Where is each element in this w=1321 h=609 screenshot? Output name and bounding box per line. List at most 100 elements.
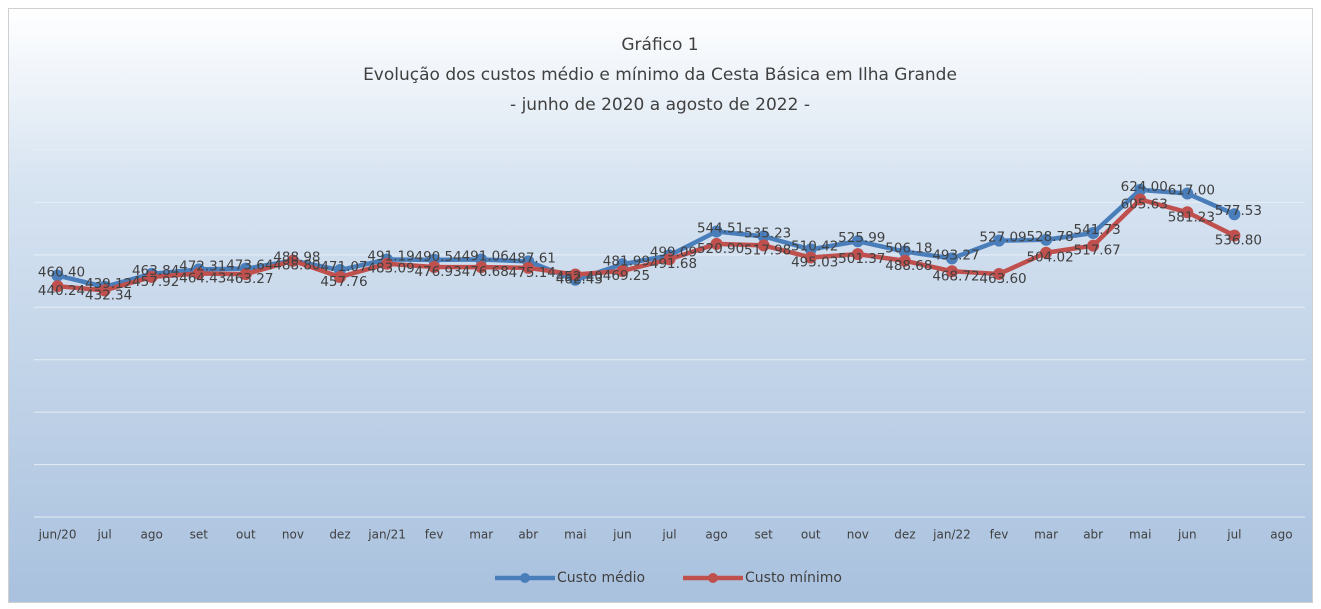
x-tick-label: jan/22 [932, 528, 971, 542]
legend-label: Custo médio [557, 570, 645, 586]
data-label: 471.07 [320, 259, 367, 275]
x-tick-label: abr [1083, 528, 1103, 542]
data-label: 499.09 [650, 244, 697, 260]
point [1181, 206, 1194, 219]
point [1087, 226, 1100, 239]
data-label: 535.23 [744, 225, 791, 241]
point [1087, 239, 1100, 252]
x-tick-label: mar [1034, 528, 1058, 542]
data-label: 483.09 [367, 261, 414, 277]
x-tick-label: nov [847, 528, 869, 542]
x-tick-label: set [754, 528, 773, 542]
point [51, 269, 64, 282]
data-label: 469.25 [603, 268, 650, 284]
x-tick-label: jun/20 [38, 528, 77, 542]
data-label: 504.02 [1026, 250, 1073, 266]
data-label: 501.37 [838, 251, 885, 267]
data-label: 544.51 [697, 221, 744, 237]
x-tick-label: set [190, 528, 209, 542]
x-tick-label: jul [1226, 528, 1241, 542]
x-tick-label: dez [894, 528, 915, 542]
data-label: 624.00 [1121, 179, 1168, 195]
data-label: 490.54 [415, 249, 462, 265]
x-tick-label: out [801, 528, 821, 542]
data-label: 517.98 [744, 242, 791, 258]
point [239, 268, 252, 281]
point [898, 245, 911, 258]
series-line [57, 187, 1236, 290]
x-tick-label: ago [705, 528, 727, 542]
point [286, 254, 299, 267]
data-label: 488.68 [885, 258, 932, 274]
data-label: 510.42 [791, 238, 838, 254]
data-label: 506.18 [885, 241, 932, 257]
series-line [57, 197, 1236, 293]
data-label: 491.06 [462, 249, 509, 265]
point [710, 225, 723, 238]
data-label: 457.76 [320, 274, 367, 290]
data-label: 581.23 [1168, 209, 1215, 225]
x-tick-label: ago [1270, 528, 1292, 542]
legend-marker [708, 573, 718, 583]
data-label: 493.27 [932, 247, 979, 263]
point [1040, 246, 1053, 259]
data-label: 463.60 [979, 271, 1026, 287]
point [1134, 193, 1147, 206]
data-label: 457.92 [132, 274, 179, 290]
data-label: 432.34 [85, 287, 132, 303]
chart-title: Gráfico 1 [621, 35, 698, 55]
x-tick-label: dez [329, 528, 350, 542]
point [381, 257, 394, 270]
data-label: 468.72 [932, 268, 979, 284]
data-label: 473.64 [226, 258, 273, 274]
point [1040, 233, 1053, 246]
point [51, 280, 64, 293]
point [522, 261, 535, 274]
x-tick-label: jan/21 [367, 528, 406, 542]
data-label: 476.68 [462, 264, 509, 280]
data-label: 527.09 [979, 230, 1026, 246]
data-label: 536.80 [1215, 233, 1262, 249]
chart-subtitle: - junho de 2020 a agosto de 2022 - [510, 95, 810, 115]
point [192, 267, 205, 280]
x-tick-label: jul [661, 528, 676, 542]
data-label: 520.90 [697, 241, 744, 257]
x-tick-label: mai [564, 528, 586, 542]
data-label: 463.27 [226, 271, 273, 287]
point [757, 239, 770, 252]
data-label: 577.53 [1215, 203, 1262, 219]
point [145, 270, 158, 283]
point [945, 252, 958, 265]
point [993, 234, 1006, 247]
x-tick-label: out [236, 528, 256, 542]
point [569, 268, 582, 281]
chart-subtitle: Evolução dos custos médio e mínimo da Ce… [363, 65, 957, 85]
point [851, 248, 864, 261]
point [428, 260, 441, 273]
data-label: 605.63 [1121, 196, 1168, 212]
data-label: 491.19 [367, 248, 414, 264]
data-label: 517.67 [1074, 243, 1121, 259]
legend-marker [520, 573, 530, 583]
data-label: 475.14 [509, 265, 556, 281]
data-label: 617.00 [1168, 183, 1215, 199]
data-label: 525.99 [838, 230, 885, 246]
point [1181, 187, 1194, 200]
point [333, 271, 346, 284]
legend-label: Custo mínimo [745, 570, 842, 586]
x-tick-label: abr [518, 528, 538, 542]
data-label: 440.24 [38, 283, 85, 299]
data-label: 488.98 [273, 250, 320, 266]
point [616, 264, 629, 277]
point [945, 265, 958, 278]
x-tick-label: fev [425, 528, 444, 542]
data-label: 476.93 [415, 264, 462, 280]
data-label: 481.99 [603, 253, 650, 269]
chart-area [8, 8, 1313, 603]
data-label: 439.12 [85, 276, 132, 292]
point [1228, 208, 1241, 221]
x-tick-label: fev [990, 528, 1009, 542]
data-label: 462.43 [556, 272, 603, 288]
data-label: 528.78 [1026, 229, 1073, 245]
point [1228, 229, 1241, 242]
